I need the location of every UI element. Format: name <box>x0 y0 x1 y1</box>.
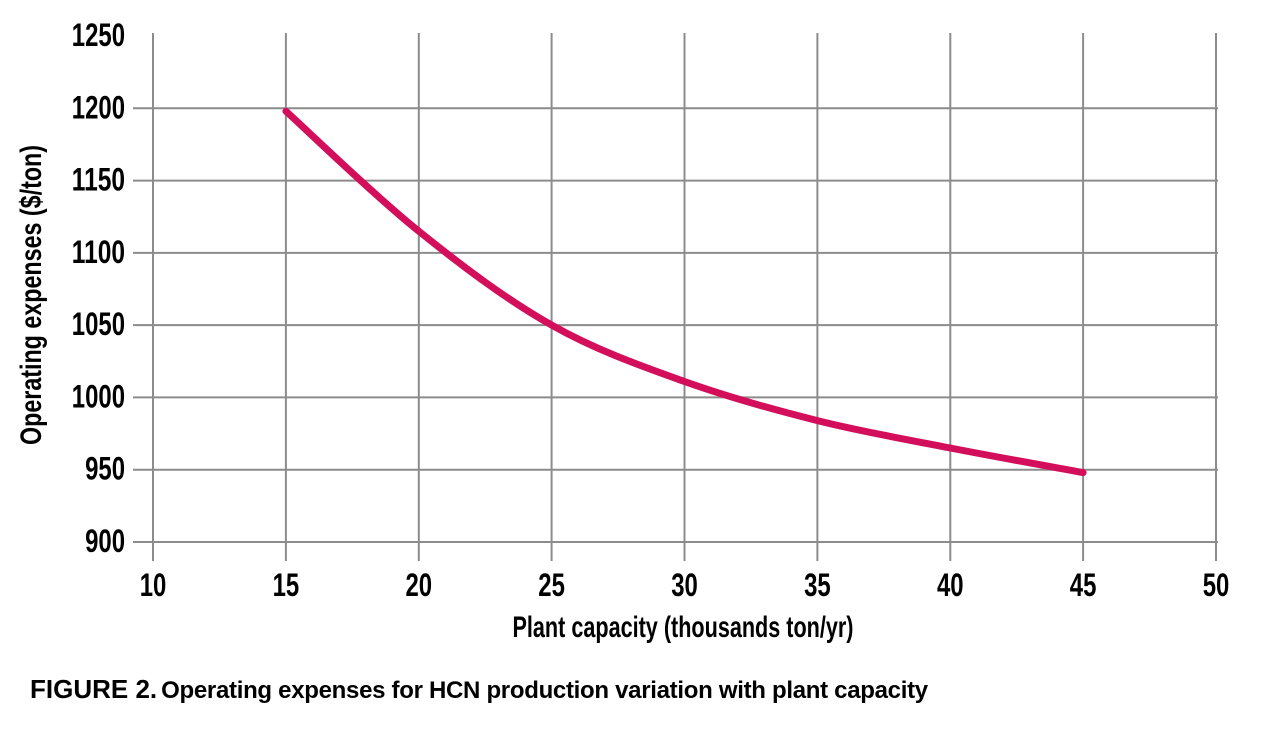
y-tick-label: 1250 <box>72 17 125 53</box>
figure-caption-text: Operating expenses for HCN production va… <box>161 677 928 704</box>
x-tick-label: 20 <box>406 567 433 603</box>
x-axis-title: Plant capacity (thousands ton/yr) <box>513 611 854 644</box>
y-tick-label: 950 <box>85 451 125 487</box>
x-tick-label: 50 <box>1203 567 1230 603</box>
x-tick-label: 30 <box>671 567 698 603</box>
y-tick-label: 1100 <box>72 234 125 270</box>
y-tick-label: 900 <box>85 523 125 559</box>
figure-caption-label: FIGURE 2. <box>30 674 158 704</box>
expense-curve <box>282 107 1087 477</box>
y-tick-label: 1000 <box>72 378 125 414</box>
y-axis-title: Operating expenses ($/ton) <box>15 145 48 445</box>
x-tick-label: 10 <box>140 567 167 603</box>
x-tick-label: 25 <box>538 567 565 603</box>
x-tick-label: 35 <box>804 567 831 603</box>
y-tick-label: 1050 <box>72 306 125 342</box>
y-tick-label: 1200 <box>72 89 125 125</box>
x-tick-label: 40 <box>937 567 964 603</box>
figure-caption: FIGURE 2. Operating expenses for HCN prod… <box>30 674 1250 705</box>
y-tick-label: 1150 <box>72 162 125 198</box>
x-tick-label: 45 <box>1070 567 1097 603</box>
x-tick-label: 15 <box>273 567 300 603</box>
